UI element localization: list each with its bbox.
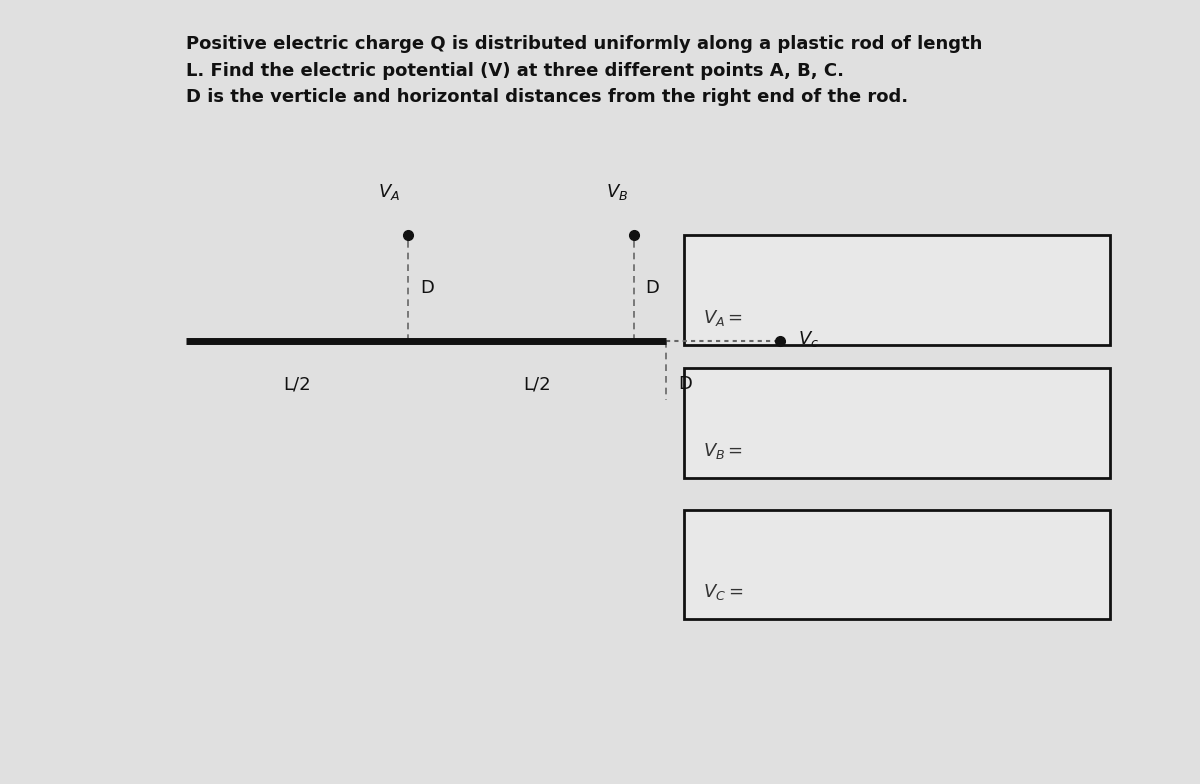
Text: D: D [646, 279, 660, 297]
Text: $V_B=$: $V_B=$ [703, 441, 743, 461]
Text: $V_A=$: $V_A=$ [703, 307, 743, 328]
Text: D: D [420, 279, 434, 297]
Bar [684, 368, 1110, 478]
Text: $V_A$: $V_A$ [378, 182, 400, 202]
Text: Positive electric charge Q is distributed uniformly along a plastic rod of lengt: Positive electric charge Q is distribute… [186, 35, 983, 106]
Text: $V_C=$: $V_C=$ [703, 582, 744, 602]
Bar [684, 235, 1110, 345]
Text: L/2: L/2 [523, 376, 551, 393]
Text: L/2: L/2 [283, 376, 311, 393]
Bar [684, 510, 1110, 619]
Text: $V_B$: $V_B$ [606, 182, 628, 202]
Text: D: D [678, 376, 692, 393]
Text: $V_c$: $V_c$ [798, 329, 820, 350]
